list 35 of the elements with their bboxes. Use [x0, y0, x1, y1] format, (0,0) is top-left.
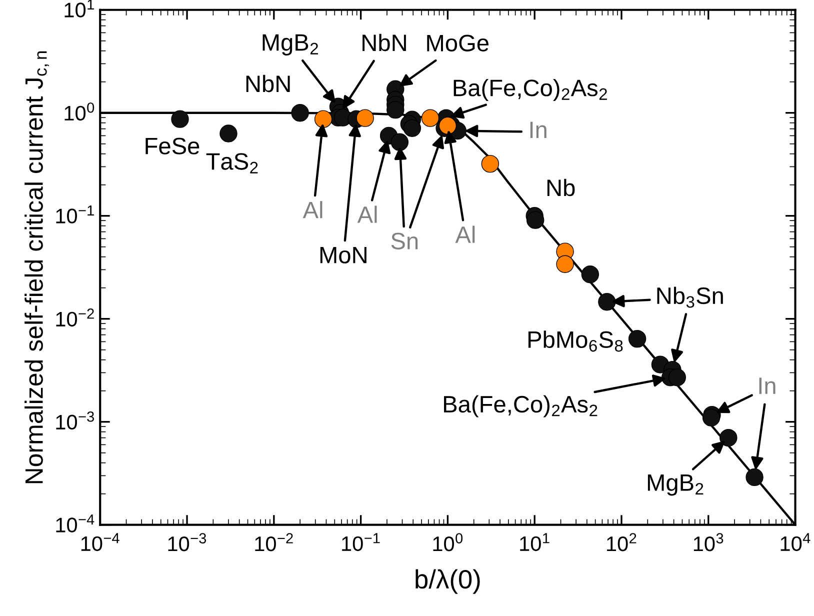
annotation: MgB$_{2}$	[648, 474, 704, 496]
x-tick-label: 10$^{−1}$	[342, 533, 380, 552]
annotation: Nb	[547, 178, 575, 196]
y-tick-label: 10$^{−3}$	[56, 411, 94, 430]
annotation: PbMo$_{6}$S$_{8}$	[528, 330, 623, 352]
annotation: In	[530, 122, 546, 138]
y-tick-label: 10$^{−2}$	[56, 308, 94, 327]
annotation: In	[759, 378, 776, 394]
y-axis-title: Normalized self-field critical current J$_{c,n}$	[24, 51, 49, 484]
annotation: Al	[357, 206, 377, 223]
x-tick-label: 10$^{−2}$	[255, 533, 293, 552]
x-tick-label: 10$^{−3}$	[168, 533, 206, 552]
annotation: NbN	[362, 34, 406, 52]
y-tick-label: 10$^{0}$	[64, 102, 94, 121]
annotation: Sn	[391, 232, 418, 250]
annotation: MoN	[320, 246, 366, 264]
annotation: Ba(Fe,Co)$_{2}$As$_{2}$	[454, 78, 607, 101]
x-tick-label: 10$^{−4}$	[81, 533, 120, 552]
annotation: Al	[302, 201, 322, 218]
annotation: NbN	[246, 74, 290, 92]
annotation: TaS$_{2}$	[206, 153, 258, 174]
x-tick-label: 10$^{4}$	[780, 533, 810, 552]
annotation: Al	[455, 226, 475, 243]
annotation: MgB$_{2}$	[262, 34, 318, 56]
y-tick-label: 10$^{−4}$	[56, 514, 94, 532]
annotation: FeSe	[146, 138, 200, 154]
annotation: MoGe	[427, 34, 488, 52]
x-axis-title: b/λ(0)	[416, 569, 480, 594]
y-tick-label: 10$^{−1}$	[56, 205, 94, 224]
annotation: Nb$_{3}$Sn	[657, 286, 723, 308]
x-tick-label: 10$^{0}$	[433, 533, 463, 552]
x-tick-label: 10$^{3}$	[694, 533, 724, 552]
x-tick-label: 10$^{1}$	[520, 533, 550, 552]
annotation: Ba(Fe,Co)$_{2}$As$_{2}$	[444, 395, 598, 418]
x-tick-label: 10$^{2}$	[607, 533, 636, 552]
